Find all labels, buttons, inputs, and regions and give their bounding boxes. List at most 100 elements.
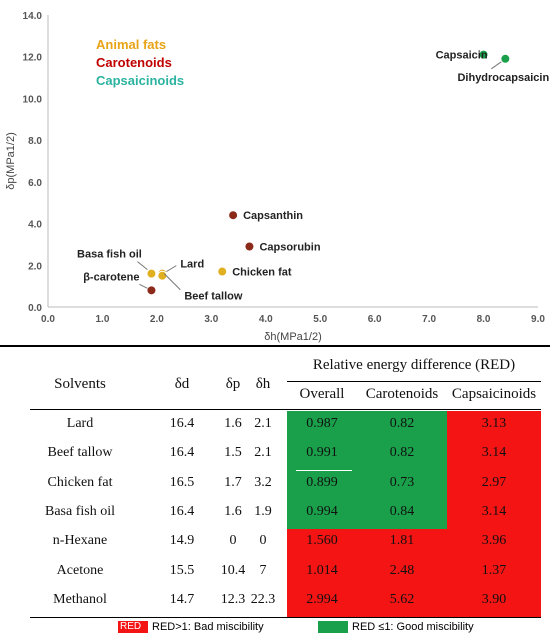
- x-tick-label: 7.0: [422, 314, 436, 325]
- cell-solvent: Methanol: [53, 591, 107, 607]
- point-label: Beef tallow: [184, 291, 243, 303]
- chart-ticks: 0.0 1.0 2.0 3.0 4.0 5.0 6.0 7.0 8.0 9.0 0.0 2.0 4.0 6…: [23, 11, 546, 325]
- data-point: [146, 268, 157, 279]
- x-axis-label: δh(MPa1/2): [264, 331, 321, 343]
- cell-delta-d: 16.4: [169, 416, 195, 431]
- header-red-title: Relative energy difference (RED): [312, 357, 516, 373]
- cell-delta-h: 1.9: [254, 503, 272, 519]
- data-point: [500, 53, 511, 64]
- cell-solvent: Chicken fat: [47, 474, 113, 490]
- cell-red-carotenoids: 1.81: [389, 533, 415, 549]
- leader-line: [137, 261, 148, 271]
- header-solvents: Solvents: [54, 376, 106, 392]
- header-delta-p-text: δp: [225, 376, 241, 392]
- data-point: [244, 241, 255, 252]
- y-tick-label: 12.0: [23, 53, 43, 64]
- y-tick-label: 14.0: [23, 11, 43, 22]
- legend-entry: Animal fats: [96, 37, 166, 52]
- chart-axes: [47, 15, 538, 308]
- data-point: [228, 210, 239, 221]
- leader-line: [166, 265, 177, 273]
- cell-delta-h: 3.2: [254, 474, 272, 490]
- data-point: [217, 266, 228, 277]
- cell-delta-h: 0: [259, 533, 267, 549]
- cell-delta-h: 2.1: [254, 416, 272, 431]
- cell-delta-d: 15.5: [169, 562, 195, 578]
- point-label: Capsaicin: [436, 50, 488, 62]
- cell-delta-p: 1.5: [224, 445, 242, 461]
- cell-red-capsaicinoids: 1.37: [481, 562, 507, 578]
- legend-good-text: RED ≤1: Good miscibility: [352, 621, 474, 633]
- legend-bad-swatch-text: RED: [120, 621, 142, 633]
- point-label: Dihydrocapsaicin: [457, 72, 549, 84]
- header-delta-d-text: δd: [174, 376, 190, 392]
- legend-bad: RED RED>1: Bad miscibility: [118, 618, 264, 636]
- legend-good: RED ≤1: Good miscibility: [318, 618, 474, 636]
- legend-entry: Capsaicinoids: [96, 73, 184, 88]
- cell-red-capsaicinoids: 3.13: [481, 416, 507, 431]
- cell-delta-h: 22.3: [250, 591, 276, 607]
- cell-red-capsaicinoids: 3.14: [481, 503, 507, 519]
- white-underline-artifact: [296, 470, 352, 471]
- cell-red-carotenoids: 0.82: [389, 416, 415, 431]
- cell-delta-p: 0: [229, 533, 237, 549]
- cell-red-overall: 1.014: [306, 562, 338, 578]
- cell-solvent: Lard: [66, 416, 94, 431]
- cell-red-overall: 0.987: [306, 416, 338, 431]
- data-point: [146, 285, 157, 296]
- cell-red-overall: 2.994: [306, 591, 338, 607]
- cell-red-overall: 0.899: [306, 474, 338, 490]
- bad-miscibility-block-capsaicinoids: [447, 411, 541, 529]
- leader-line: [491, 61, 502, 70]
- header-bottom-rule: [30, 409, 541, 410]
- cell-red-carotenoids: 5.62: [389, 591, 415, 607]
- cell-delta-p: 1.7: [224, 474, 242, 490]
- chart-point-labels: Basa fish oil Lard Chicken fat Beef tallow β…: [77, 50, 549, 303]
- y-tick-label: 0.0: [28, 303, 42, 314]
- cell-delta-p: 10.4: [220, 562, 246, 578]
- x-tick-label: 6.0: [368, 314, 382, 325]
- y-tick-label: 2.0: [28, 261, 42, 272]
- x-tick-label: 2.0: [150, 314, 164, 325]
- point-label: Basa fish oil: [77, 249, 142, 261]
- cell-red-overall: 0.991: [306, 445, 338, 461]
- header-delta-d: δd: [157, 369, 207, 399]
- point-label: Chicken fat: [232, 267, 292, 279]
- x-tick-label: 4.0: [259, 314, 273, 325]
- point-label: Capsorubin: [259, 242, 320, 254]
- scatter-chart: 0.0 1.0 2.0 3.0 4.0 5.0 6.0 7.0 8.0 9.0 0.0 2.0 4.0 6…: [0, 0, 550, 345]
- cell-red-capsaicinoids: 2.97: [481, 474, 507, 490]
- header-delta-h-text: δh: [255, 376, 271, 392]
- cell-solvent: Beef tallow: [47, 445, 113, 461]
- y-axis-label: δp(MPa1/2): [5, 132, 17, 189]
- point-label: Capsanthin: [243, 210, 303, 222]
- legend-entry: Carotenoids: [96, 55, 172, 70]
- leader-line: [139, 283, 148, 289]
- red-table: Solvents δd δp δh Relative energy differ…: [0, 345, 550, 643]
- y-tick-label: 4.0: [28, 220, 42, 231]
- y-tick-label: 10.0: [23, 94, 43, 105]
- chart-legend: Animal fats Carotenoids Capsaicinoids: [96, 37, 184, 88]
- y-tick-label: 8.0: [28, 136, 42, 147]
- cell-red-carotenoids: 0.84: [389, 503, 415, 519]
- table-bottom-rule: [30, 617, 541, 618]
- chart-background: [0, 0, 550, 345]
- cell-solvent: n-Hexane: [52, 533, 108, 549]
- cell-delta-d: 16.4: [169, 445, 195, 461]
- cell-red-carotenoids: 0.82: [389, 445, 415, 461]
- cell-red-capsaicinoids: 3.14: [481, 445, 507, 461]
- x-tick-label: 8.0: [477, 314, 491, 325]
- cell-red-overall: 0.994: [306, 503, 338, 519]
- red-header-rule: [287, 381, 541, 382]
- cell-delta-p: 12.3: [220, 591, 246, 607]
- chart-axis-labels: δh(MPa1/2) δp(MPa1/2): [5, 132, 322, 343]
- cell-red-overall: 1.560: [306, 533, 338, 549]
- legend-bad-swatch: RED: [118, 621, 148, 634]
- leader-line: [163, 273, 181, 291]
- cell-delta-d: 16.4: [169, 503, 195, 519]
- cell-red-capsaicinoids: 3.96: [481, 533, 507, 549]
- cell-red-carotenoids: 2.48: [389, 562, 415, 578]
- legend-bad-text: RED>1: Bad miscibility: [152, 621, 264, 633]
- legend-good-swatch: [318, 621, 348, 634]
- x-tick-label: 3.0: [204, 314, 218, 325]
